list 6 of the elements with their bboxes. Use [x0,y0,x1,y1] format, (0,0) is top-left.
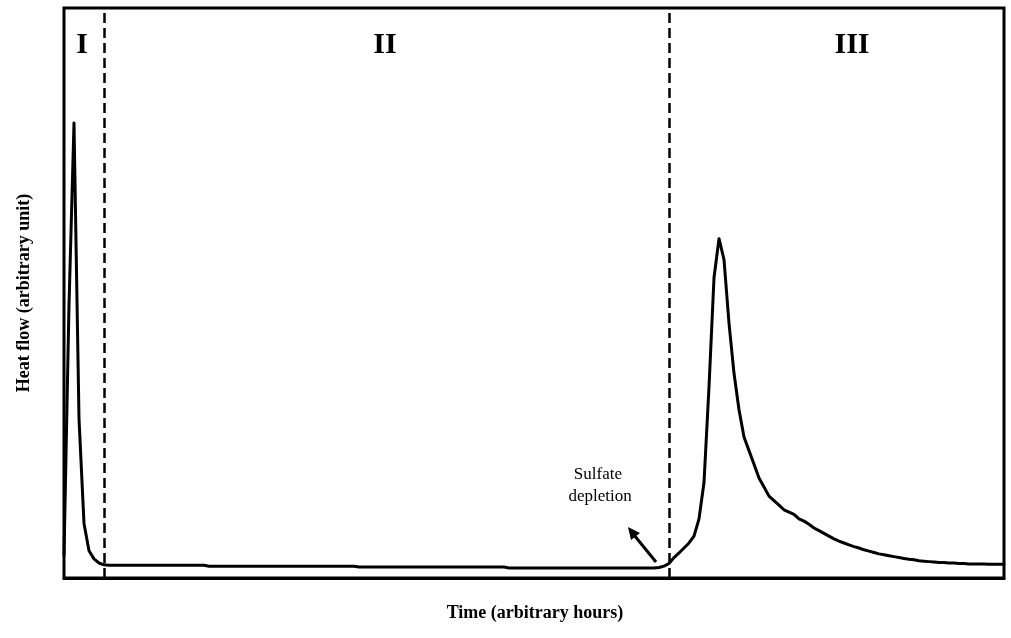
text: III [834,25,870,59]
annotation: Sulfate depletion [568,463,633,505]
y-axis-title: Heat flow (arbitrary unit) [13,193,34,393]
text: II [373,25,397,59]
x-axis-title: Time (arbitrary hours) [446,602,624,623]
text: I [76,25,88,59]
